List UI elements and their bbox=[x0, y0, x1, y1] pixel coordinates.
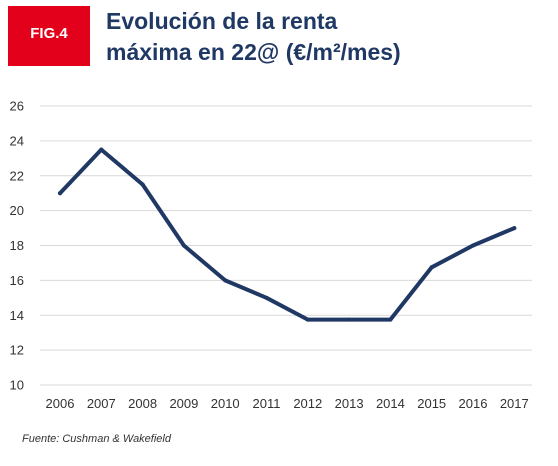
data-point bbox=[471, 243, 475, 248]
figure-badge: FIG.4 bbox=[8, 6, 90, 66]
y-tick-label: 14 bbox=[10, 308, 24, 323]
data-point bbox=[264, 295, 269, 300]
gridlines bbox=[40, 105, 532, 386]
x-tick-label: 2016 bbox=[459, 396, 488, 411]
x-tick-label: 2007 bbox=[87, 396, 116, 411]
data-point bbox=[181, 243, 186, 248]
y-axis-tick-labels: 10 12 14 16 18 20 22 24 26 bbox=[10, 99, 24, 393]
data-point bbox=[512, 226, 517, 231]
series-layer bbox=[58, 147, 517, 322]
x-axis-tick-labels: 2006 2007 2008 2009 2010 2011 2012 2013 2014 2015… bbox=[46, 396, 529, 411]
y-tick-label: 20 bbox=[10, 203, 24, 218]
source-note: Fuente: Cushman & Wakefield bbox=[22, 433, 171, 445]
data-point bbox=[388, 317, 393, 322]
x-tick-label: 2013 bbox=[335, 396, 364, 411]
data-point bbox=[223, 278, 228, 283]
x-tick-label: 2012 bbox=[293, 396, 322, 411]
data-point bbox=[99, 147, 104, 152]
y-tick-label: 10 bbox=[10, 378, 24, 393]
data-point bbox=[305, 317, 310, 322]
y-tick-label: 18 bbox=[10, 238, 24, 253]
x-tick-label: 2006 bbox=[46, 396, 75, 411]
y-tick-label: 24 bbox=[10, 133, 24, 148]
chart-title-line-2: máxima en 22@ (€/m²/mes) bbox=[106, 39, 401, 65]
x-tick-label: 2014 bbox=[376, 396, 405, 411]
data-point bbox=[429, 265, 434, 270]
chart-title-line-1: Evolución de la renta bbox=[106, 8, 338, 34]
x-tick-label: 2009 bbox=[169, 396, 198, 411]
x-tick-label: 2008 bbox=[128, 396, 157, 411]
chart-title: Evolución de la renta máxima en 22@ (€/m… bbox=[106, 6, 401, 68]
x-tick-label: 2010 bbox=[211, 396, 240, 411]
y-tick-label: 26 bbox=[10, 99, 24, 114]
x-tick-label: 2017 bbox=[500, 396, 529, 411]
data-point bbox=[347, 317, 352, 322]
data-point bbox=[58, 191, 62, 196]
series-line-0 bbox=[58, 147, 517, 322]
y-tick-label: 16 bbox=[10, 273, 24, 288]
y-tick-label: 22 bbox=[10, 168, 24, 183]
data-point bbox=[140, 182, 145, 187]
y-tick-label: 12 bbox=[10, 343, 24, 358]
x-tick-label: 2011 bbox=[253, 396, 281, 411]
x-tick-label: 2015 bbox=[417, 396, 446, 411]
